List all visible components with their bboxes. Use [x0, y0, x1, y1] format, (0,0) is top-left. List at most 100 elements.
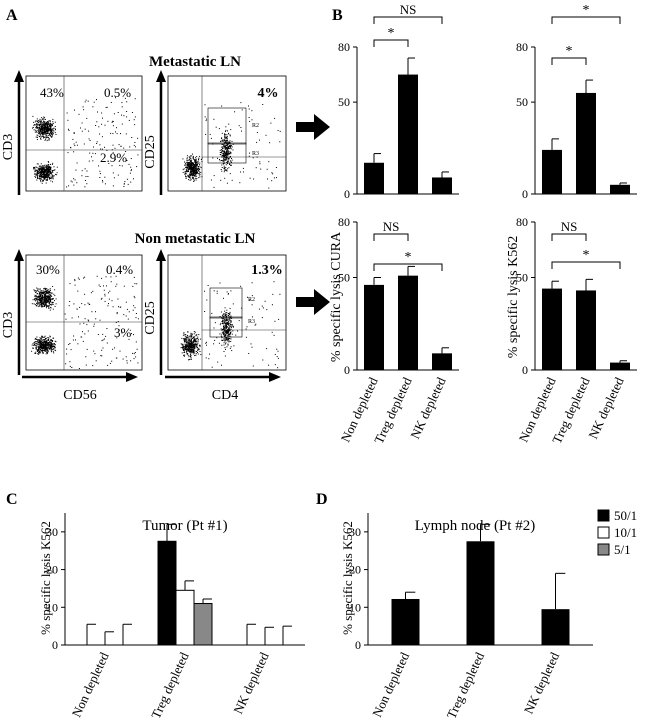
cell-dot: [48, 128, 50, 130]
cell-dot: [40, 129, 41, 131]
cell-dot: [54, 169, 56, 171]
cell-dot: [46, 350, 48, 352]
cell-dot: [49, 126, 51, 128]
cell-dot: [193, 348, 195, 350]
cell-dot: [45, 302, 47, 304]
cell-dot: [228, 316, 230, 318]
cell-dot: [231, 324, 233, 326]
cell-dot: [194, 172, 196, 173]
cell-dot: [196, 163, 197, 165]
cell-dot: [198, 157, 200, 159]
cell-dot: [39, 345, 41, 347]
cell-dot: [46, 301, 48, 303]
cell-dot: [229, 140, 231, 142]
cell-dot: [48, 302, 50, 304]
cell-dot: [112, 125, 114, 127]
cell-dot: [79, 323, 81, 325]
cell-dot: [225, 136, 227, 138]
cell-dot: [224, 153, 226, 155]
cell-dot: [195, 177, 197, 179]
cell-dot: [120, 133, 121, 135]
cell-dot: [226, 332, 228, 334]
cell-dot: [48, 290, 50, 292]
cell-dot: [35, 341, 37, 343]
cell-dot: [38, 130, 39, 132]
cell-dot: [196, 161, 198, 163]
cell-dot: [41, 306, 43, 308]
cell-dot: [39, 123, 41, 125]
cell-dot: [68, 128, 69, 130]
cell-dot: [41, 293, 43, 295]
cell-dot: [228, 317, 230, 319]
cell-dot: [42, 345, 44, 347]
cell-dot: [188, 339, 190, 341]
cell-dot: [45, 303, 47, 305]
cell-dot: [132, 309, 134, 311]
cell-dot: [268, 161, 270, 163]
cell-dot: [184, 172, 186, 174]
cell-dot: [38, 341, 39, 343]
cell-dot: [46, 128, 48, 130]
cell-dot: [35, 353, 37, 354]
cell-dot: [239, 182, 241, 184]
cell-dot: [182, 343, 184, 345]
cell-dot: [221, 146, 223, 148]
cell-dot: [223, 342, 225, 344]
cell-dot: [46, 122, 48, 124]
cell-dot: [231, 350, 233, 352]
cell-dot: [197, 348, 199, 350]
cell-dot: [224, 355, 226, 357]
cell-dot: [128, 119, 130, 121]
cell-dot: [194, 169, 195, 171]
cell-dot: [39, 131, 41, 133]
cell-dot: [242, 167, 244, 169]
cell-dot: [36, 173, 38, 175]
cell-dot: [225, 342, 227, 344]
cell-dot: [48, 166, 50, 167]
cell-dot: [77, 277, 79, 279]
cell-dot: [265, 134, 267, 136]
cell-dot: [37, 300, 39, 302]
cell-dot: [41, 125, 43, 127]
cell-dot: [48, 291, 50, 293]
cell-dot: [114, 159, 116, 161]
cell-dot: [219, 154, 221, 155]
cell-dot: [185, 176, 187, 178]
cell-dot: [40, 339, 42, 341]
cell-dot: [48, 296, 50, 298]
cell-dot: [184, 347, 186, 349]
cell-dot: [110, 281, 112, 283]
cell-dot: [38, 170, 40, 172]
significance-label: *: [566, 44, 573, 59]
cell-dot: [84, 333, 86, 335]
cell-dot: [83, 143, 85, 145]
cell-dot: [228, 314, 229, 316]
cell-dot: [226, 337, 228, 339]
cell-dot: [42, 351, 44, 353]
cell-dot: [52, 171, 54, 173]
cell-dot: [223, 339, 225, 341]
cell-dot: [230, 152, 232, 154]
cell-dot: [223, 151, 225, 153]
cell-dot: [44, 301, 46, 303]
cell-dot: [194, 345, 196, 347]
bar: [576, 290, 596, 370]
cell-dot: [186, 352, 188, 354]
cell-dot: [41, 175, 43, 177]
cell-dot: [193, 343, 195, 345]
cell-dot: [186, 337, 188, 339]
cell-dot: [228, 160, 229, 162]
cell-dot: [47, 343, 49, 345]
cell-dot: [40, 338, 42, 340]
cell-dot: [188, 344, 190, 346]
cell-dot: [134, 297, 136, 299]
cell-dot: [42, 128, 44, 129]
cell-dot: [48, 135, 50, 137]
cell-dot: [47, 172, 49, 174]
cell-dot: [48, 177, 50, 178]
cell-dot: [52, 125, 53, 127]
quadrant-pct-lr: 3%: [114, 325, 132, 340]
cell-dot: [134, 124, 136, 126]
cell-dot: [42, 296, 44, 298]
cell-dot: [187, 169, 189, 171]
